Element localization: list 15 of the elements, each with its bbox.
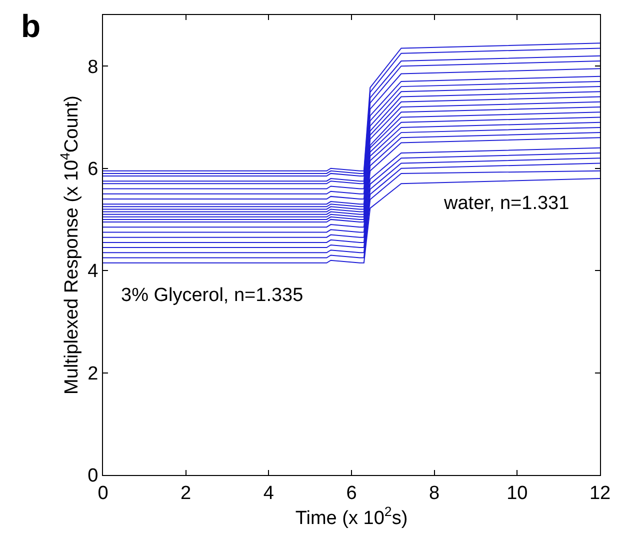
x-tick-label: 2 [180,482,192,504]
x-axis-title: Time (x 10$^{2}$s) [295,504,408,529]
y-tick-label: 0 [88,466,98,487]
y-tick-label: 4 [88,261,99,282]
x-tick-label: 12 [589,482,611,504]
x-tick-label: 10 [506,482,528,504]
x-tick-label: 6 [346,482,357,504]
text: b [21,8,41,44]
x-tick-label: 8 [429,482,440,504]
y-tick-label: 6 [88,158,98,180]
annotation: water, n=1.331 [443,193,570,214]
x-tick-label: 4 [263,482,274,504]
y-tick-label: 8 [88,56,98,78]
y-tick-label: 2 [88,363,98,384]
annotation: 3% Glycerol, n=1.335 [121,285,304,306]
